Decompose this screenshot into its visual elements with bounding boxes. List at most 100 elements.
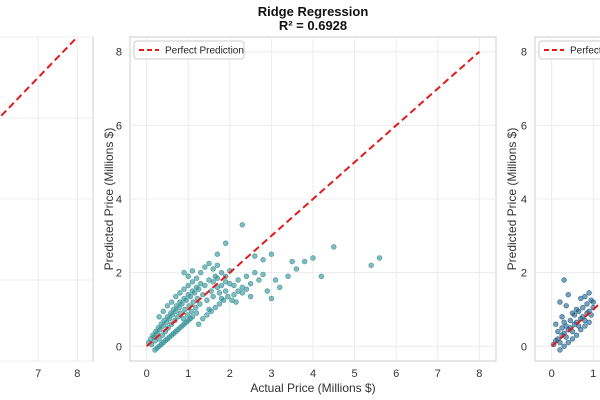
- data-point: [216, 290, 223, 296]
- data-point: [584, 301, 590, 307]
- y-tick-label: 8: [521, 47, 527, 59]
- y-tick-label: 2: [521, 268, 527, 280]
- data-point: [160, 308, 166, 314]
- data-point: [191, 290, 198, 296]
- data-point: [173, 308, 179, 314]
- data-point: [582, 293, 588, 300]
- data-point: [260, 271, 266, 278]
- data-point: [222, 240, 229, 246]
- right-legend-label: Perfect: [570, 46, 600, 57]
- data-point: [553, 321, 559, 327]
- data-point: [301, 258, 308, 265]
- data-point: [565, 292, 571, 298]
- data-point: [272, 277, 279, 283]
- center-y-axis-label: Predicted Price (Millions $): [102, 128, 116, 271]
- data-point: [233, 299, 239, 305]
- data-point: [206, 260, 212, 267]
- data-point: [166, 315, 173, 322]
- x-tick-label: 1: [185, 368, 191, 380]
- data-point: [179, 323, 185, 329]
- right-points: [551, 277, 596, 353]
- data-point: [214, 251, 221, 257]
- data-point: [210, 266, 216, 272]
- data-point: [573, 306, 580, 313]
- data-point: [185, 273, 191, 280]
- data-point: [200, 315, 206, 322]
- data-point: [193, 304, 199, 311]
- data-point: [183, 319, 189, 326]
- data-point: [157, 327, 163, 333]
- center-legend: Perfect Prediction: [133, 40, 245, 60]
- data-point: [181, 286, 187, 292]
- data-point: [252, 253, 258, 259]
- data-point: [561, 319, 567, 326]
- data-point: [565, 339, 571, 346]
- x-tick-label: 2: [227, 368, 233, 380]
- data-point: [218, 269, 225, 276]
- data-point: [214, 262, 221, 268]
- data-point: [268, 295, 275, 302]
- data-point: [222, 279, 229, 285]
- data-point: [231, 282, 237, 289]
- data-point: [198, 269, 204, 276]
- data-point: [580, 304, 586, 311]
- x-tick-label: 0: [144, 368, 150, 380]
- data-point: [557, 347, 563, 353]
- data-point: [231, 292, 237, 298]
- data-point: [243, 273, 250, 280]
- data-point: [193, 310, 200, 316]
- data-point: [204, 297, 210, 303]
- y-tick-label: 4: [116, 194, 122, 206]
- data-point: [216, 301, 223, 307]
- data-point: [190, 299, 196, 305]
- data-point: [210, 293, 216, 300]
- data-point: [559, 325, 565, 331]
- right-legend-box: [538, 40, 600, 60]
- data-point: [187, 315, 194, 322]
- left-reference-line: [0, 36, 79, 119]
- data-point: [368, 262, 374, 268]
- center-legend-label: Perfect Prediction: [165, 46, 244, 57]
- data-point: [189, 279, 196, 285]
- data-point: [590, 299, 596, 305]
- y-tick-label: 0: [521, 341, 527, 353]
- data-point: [331, 244, 337, 250]
- data-point: [260, 257, 266, 263]
- data-point: [586, 290, 592, 296]
- data-point: [189, 268, 196, 274]
- data-point: [202, 282, 208, 289]
- data-point: [195, 321, 202, 327]
- data-point: [195, 286, 202, 292]
- center-x-ticks: 0 1 2 3 4 5 6 7 8: [144, 368, 483, 380]
- data-point: [177, 290, 183, 296]
- y-tick-label: 6: [116, 120, 122, 132]
- data-point: [247, 293, 254, 300]
- data-point: [218, 282, 225, 289]
- x-tick-label: 7: [435, 368, 441, 380]
- data-point: [210, 279, 216, 285]
- data-point: [183, 297, 189, 303]
- data-point: [573, 332, 580, 338]
- data-point: [169, 312, 176, 318]
- data-point: [289, 258, 295, 265]
- right-legend: Perfect: [538, 40, 600, 60]
- data-point: [173, 293, 179, 300]
- data-point: [567, 317, 574, 324]
- data-point: [586, 319, 592, 326]
- data-point: [225, 293, 231, 300]
- data-point: [256, 277, 262, 283]
- data-point: [582, 323, 588, 329]
- x-tick-label: 5: [352, 368, 358, 380]
- x-tick-label: 1: [590, 368, 596, 380]
- data-point: [557, 339, 563, 346]
- data-point: [578, 327, 584, 333]
- chart-subtitle: R² = 0.6928: [279, 18, 347, 33]
- data-point: [185, 282, 191, 289]
- center-x-axis-label: Actual Price (Millions $): [250, 381, 375, 395]
- x-tick-label: 7: [35, 368, 41, 380]
- data-point: [277, 284, 283, 291]
- data-point: [588, 312, 594, 318]
- data-point: [164, 303, 171, 309]
